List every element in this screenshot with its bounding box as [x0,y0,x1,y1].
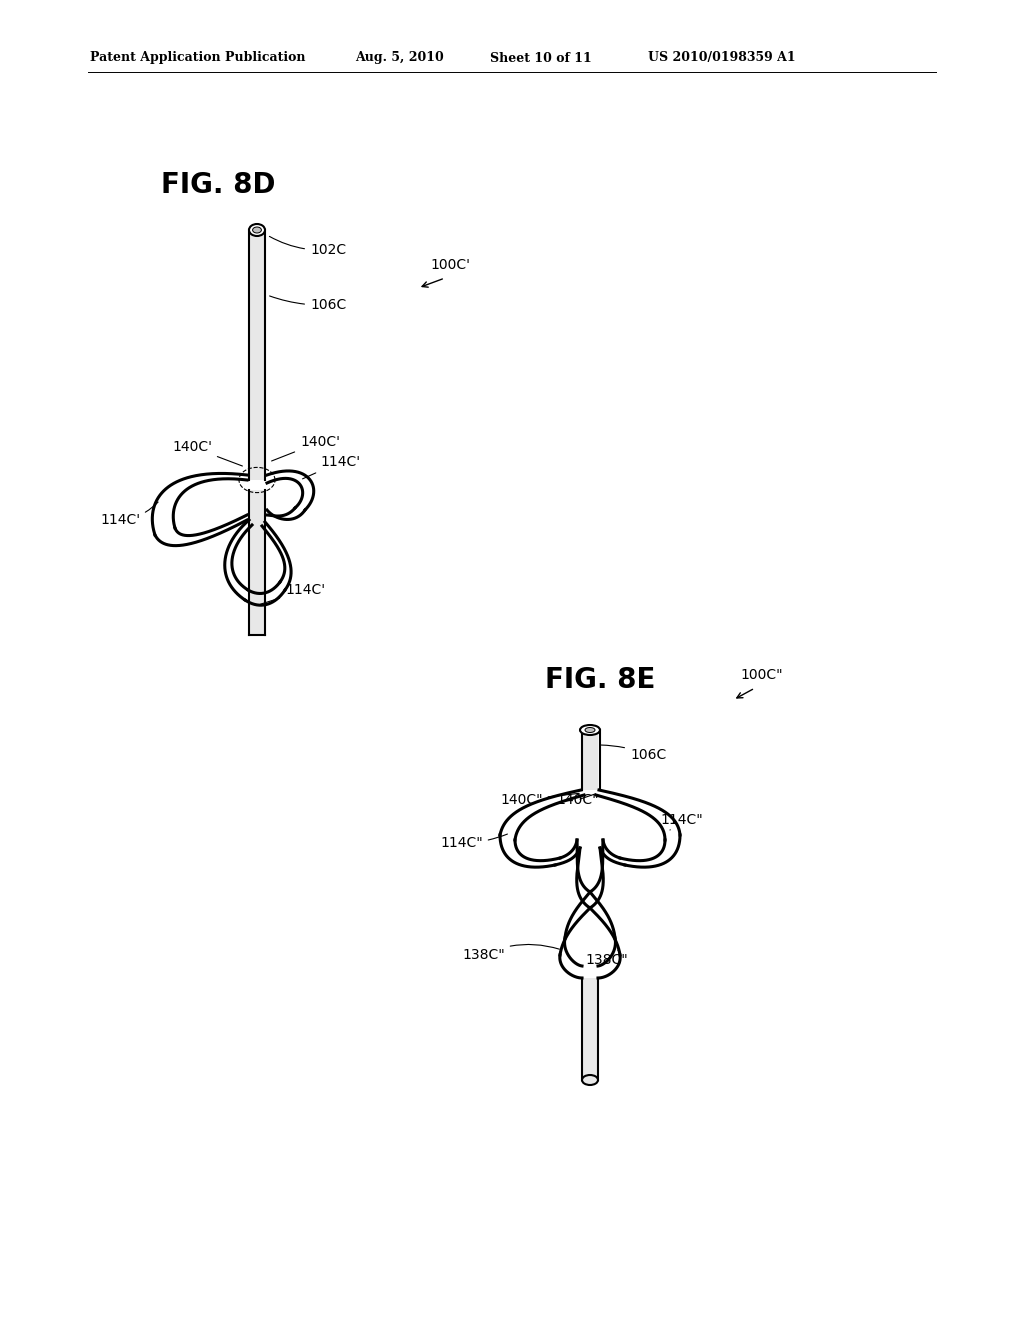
Text: 100C': 100C' [430,257,470,272]
Text: 140C": 140C" [500,793,580,807]
Text: 114C': 114C' [302,455,360,479]
Ellipse shape [582,1074,598,1085]
Text: 114C': 114C' [261,583,326,605]
Text: 140C': 140C' [172,440,243,466]
Text: 114C": 114C" [440,834,508,850]
Text: 106C: 106C [601,744,667,762]
Text: Sheet 10 of 11: Sheet 10 of 11 [490,51,592,65]
Text: FIG. 8E: FIG. 8E [545,667,655,694]
Ellipse shape [580,725,600,735]
Text: 114C': 114C' [100,502,158,527]
Text: 140C': 140C' [271,436,340,461]
Text: US 2010/0198359 A1: US 2010/0198359 A1 [648,51,796,65]
Text: Aug. 5, 2010: Aug. 5, 2010 [355,51,443,65]
Text: 100C": 100C" [740,668,782,682]
Text: 138C": 138C" [585,950,628,968]
Text: FIG. 8D: FIG. 8D [161,172,275,199]
Text: 114C": 114C" [660,813,702,830]
Text: 140C": 140C" [556,793,599,807]
Text: 106C: 106C [269,296,346,312]
Ellipse shape [585,727,595,733]
Ellipse shape [253,227,261,234]
Ellipse shape [249,224,265,236]
Text: 138C": 138C" [462,944,559,962]
Text: 102C: 102C [269,236,346,257]
Text: Patent Application Publication: Patent Application Publication [90,51,305,65]
